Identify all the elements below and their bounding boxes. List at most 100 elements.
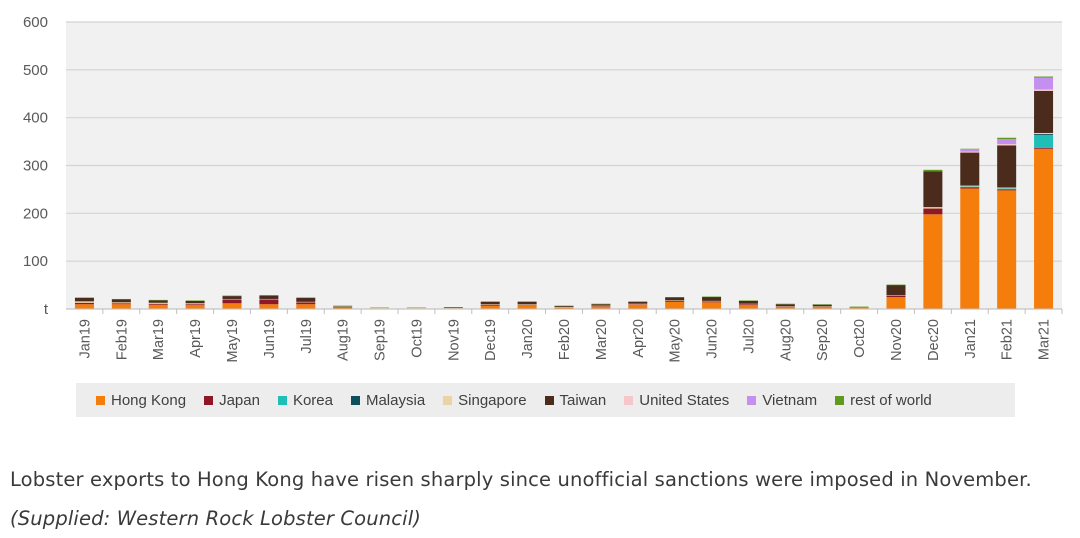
bar-segment	[518, 305, 537, 309]
bar-segment	[923, 209, 942, 215]
bar-segment	[1034, 77, 1053, 89]
bar-segment	[997, 188, 1016, 189]
bar-segment	[75, 301, 94, 302]
bar-segment	[75, 304, 94, 309]
bar-segment	[702, 302, 721, 309]
bar-segment	[112, 304, 131, 309]
legend-swatch	[204, 396, 213, 405]
legend-swatch	[278, 396, 287, 405]
bar-segment	[591, 304, 610, 305]
bar-segment	[628, 302, 647, 304]
x-tick-label: Jun20	[705, 319, 721, 359]
bar-segment	[997, 190, 1016, 309]
bar-segment	[1034, 135, 1053, 148]
bar-segment	[739, 304, 758, 305]
bar-segment	[223, 299, 242, 303]
y-tick-label: 400	[23, 110, 48, 127]
x-tick-label: Apr20	[631, 319, 647, 358]
legend-label: Korea	[293, 392, 333, 409]
x-tick-label: Oct19	[409, 319, 425, 358]
legend-label: Hong Kong	[111, 392, 186, 409]
bar-segment	[739, 301, 758, 304]
bar-segment	[223, 303, 242, 309]
bar-segment	[887, 296, 906, 297]
legend-label: United States	[639, 392, 729, 409]
x-tick-label: Jul20	[741, 319, 757, 354]
x-tick-label: Jan20	[520, 319, 536, 359]
bar-segment	[186, 304, 205, 305]
x-tick-label: Mar19	[151, 319, 167, 360]
bar-segment	[149, 300, 168, 302]
bar-segment	[997, 189, 1016, 190]
bar-segment	[997, 139, 1016, 144]
bar-segment	[997, 138, 1016, 139]
bar-segment	[149, 304, 168, 305]
x-tick-label: May19	[225, 319, 241, 363]
bar-segment	[259, 296, 278, 299]
bar-segment	[923, 171, 942, 207]
bar-segment	[112, 302, 131, 303]
bar-segment	[259, 299, 278, 304]
bar-segment	[75, 303, 94, 304]
bar-segment	[923, 170, 942, 171]
x-tick-label: Jul19	[299, 319, 315, 354]
bar-segment	[112, 303, 131, 304]
x-tick-label: Jan19	[77, 319, 93, 359]
x-tick-label: Feb21	[1000, 319, 1016, 360]
bar-segment	[223, 296, 242, 299]
bar-segment	[259, 304, 278, 309]
x-tick-label: Mar20	[594, 319, 610, 360]
x-tick-label: May20	[668, 319, 684, 363]
y-tick-label: 600	[23, 14, 48, 31]
x-tick-label: Jan21	[963, 319, 979, 359]
legend-label: rest of world	[850, 392, 932, 409]
x-tick-label: Mar21	[1037, 319, 1053, 360]
bar-segment	[960, 186, 979, 187]
bar-segment	[628, 305, 647, 309]
x-tick-label: Aug20	[778, 319, 794, 361]
legend-swatch	[545, 396, 554, 405]
bar-segment	[960, 188, 979, 189]
legend-label: Malaysia	[366, 392, 425, 409]
bar-segment	[960, 152, 979, 153]
bar-segment	[997, 145, 1016, 187]
legend-swatch	[443, 396, 452, 405]
bar-segment	[702, 301, 721, 302]
legend-item: Taiwan	[545, 392, 607, 409]
x-tick-label: Sep19	[373, 319, 389, 361]
bar-segment	[887, 297, 906, 309]
bar-segment	[149, 303, 168, 304]
bar-segment	[1034, 91, 1053, 133]
legend-swatch	[747, 396, 756, 405]
x-tick-label: Sep20	[815, 319, 831, 361]
bar-segment	[149, 305, 168, 309]
bar-segment	[887, 285, 906, 295]
bar-segment	[960, 149, 979, 151]
legend-item: Hong Kong	[96, 392, 186, 409]
legend-swatch	[835, 396, 844, 405]
x-tick-label: Nov20	[889, 319, 905, 361]
bar-segment	[997, 144, 1016, 145]
x-tick-label: Aug19	[336, 319, 352, 361]
bar-segment	[960, 188, 979, 309]
bar-segment	[1034, 149, 1053, 309]
bar-segment	[923, 207, 942, 208]
legend-item: rest of world	[835, 392, 932, 409]
legend-item: United States	[624, 392, 729, 409]
x-tick-label: Dec19	[483, 319, 499, 361]
bar-segment	[481, 305, 500, 306]
legend-label: Japan	[219, 392, 260, 409]
bar-segment	[960, 187, 979, 188]
legend-item: Malaysia	[351, 392, 425, 409]
bar-segment	[186, 301, 205, 303]
bar-segment	[1034, 148, 1053, 149]
bar-segment	[813, 305, 832, 306]
legend-label: Singapore	[458, 392, 526, 409]
legend: Hong Kong Japan Korea Malaysia Singapore Taiw…	[76, 383, 1015, 417]
bar-segment	[481, 306, 500, 309]
legend-label: Taiwan	[560, 392, 607, 409]
bar-segment	[75, 298, 94, 301]
bar-segment	[665, 298, 684, 301]
